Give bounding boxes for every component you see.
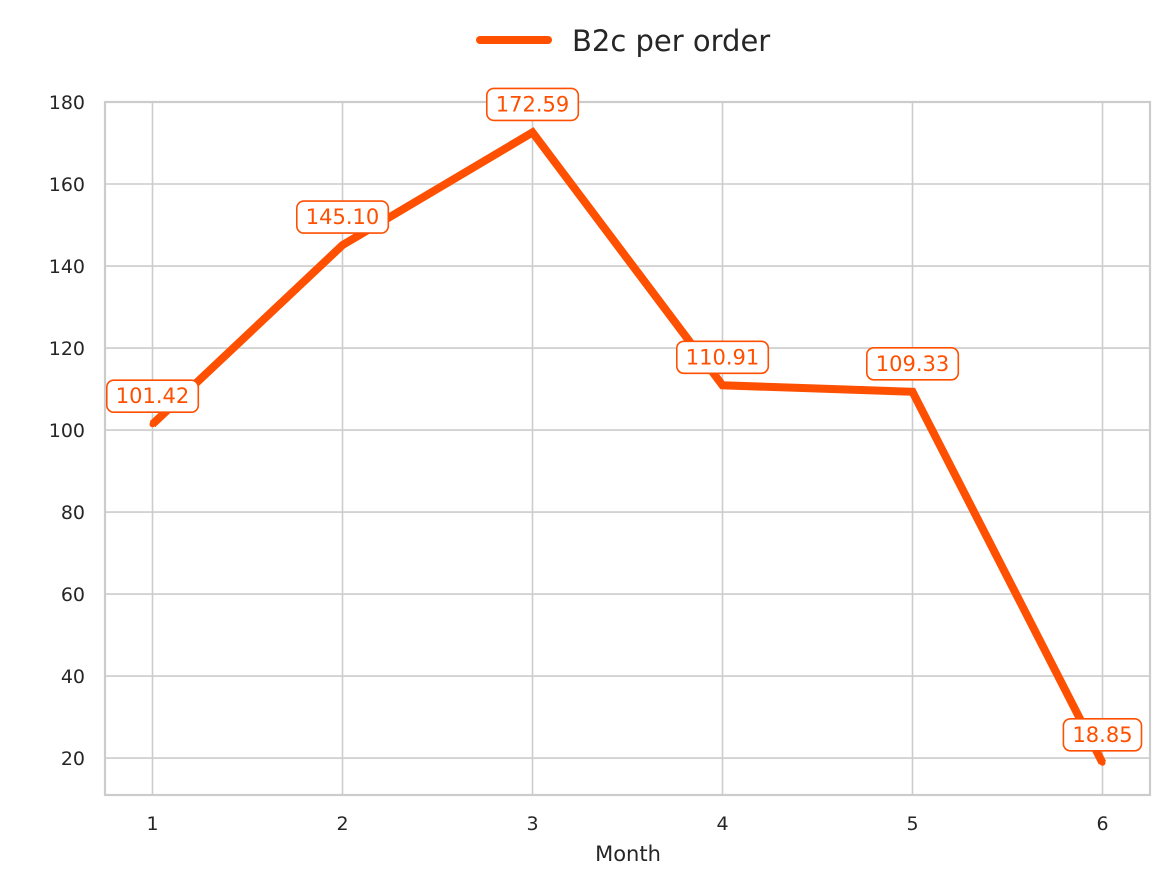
x-tick-label: 3 [526,813,538,835]
legend-label: B2c per order [572,24,770,58]
series-b2c-per-order [149,127,1107,766]
data-label: 109.33 [865,346,960,381]
data-label-text: 110.91 [686,345,759,369]
data-label-text: 18.85 [1072,723,1132,747]
data-point [1099,759,1106,766]
x-axis-ticks: 1 2 3 4 5 6 [146,813,1108,835]
plot-border [103,100,1152,797]
data-point [339,242,346,249]
y-axis-ticks: 20 40 60 80 100 120 140 160 180 [49,92,85,770]
y-tick-label: 80 [61,502,85,524]
grid [105,101,1150,795]
x-tick-label: 1 [146,813,158,835]
y-tick-label: 20 [61,748,85,770]
data-labels: 101.42 145.10 172.59 110.91 109.33 18.85 [106,87,1143,752]
x-axis-title: Month [595,842,661,866]
data-label-box [1062,717,1143,752]
data-point [529,129,536,136]
x-tick-label: 4 [716,813,728,835]
data-label-box [675,340,770,375]
data-label-box [485,87,580,122]
data-point [149,421,156,428]
y-tick-label: 160 [49,174,85,196]
y-tick-label: 60 [61,584,85,606]
data-label-box [865,346,960,381]
x-tick-label: 5 [906,813,918,835]
y-tick-label: 180 [49,92,85,114]
data-label-text: 101.42 [116,384,189,408]
y-tick-label: 40 [61,666,85,688]
data-label-text: 172.59 [496,92,569,116]
data-label: 145.10 [295,200,390,234]
data-label-box [106,379,200,414]
data-label: 18.85 [1062,717,1143,752]
data-label: 101.42 [106,379,200,414]
data-label-box [295,200,390,234]
y-tick-label: 120 [49,338,85,360]
data-label: 110.91 [675,340,770,375]
y-tick-label: 100 [49,420,85,442]
data-point [909,388,916,395]
x-tick-label: 6 [1096,813,1108,835]
y-tick-label: 140 [49,256,85,278]
data-label-text: 145.10 [306,205,379,229]
data-label: 172.59 [485,87,580,122]
series-line [149,127,1107,765]
legend: B2c per order [476,24,770,58]
data-label-text: 109.33 [876,352,949,376]
data-point [719,382,726,389]
x-tick-label: 2 [336,813,348,835]
plot-frame [103,100,1152,797]
